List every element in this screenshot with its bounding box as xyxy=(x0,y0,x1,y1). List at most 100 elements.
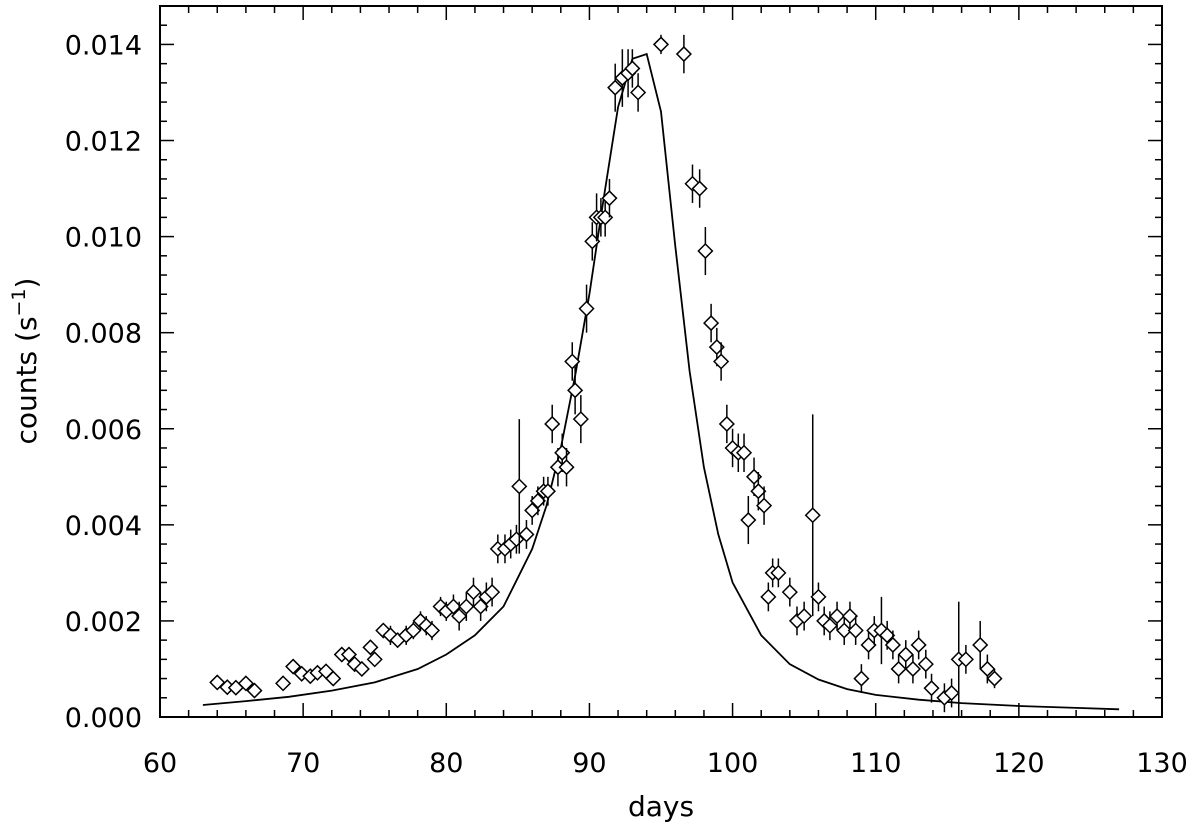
diamond-marker xyxy=(691,180,708,197)
diamond-marker xyxy=(675,45,692,63)
tick-labels: 60 70 80 90 100 110 120 130 0.000 0.002 0.004 0.006… xyxy=(65,30,1188,779)
diamond-marker xyxy=(703,315,720,332)
data-point xyxy=(836,616,853,645)
diamond-marker xyxy=(572,411,589,428)
diamond-marker xyxy=(986,670,1003,687)
diamond-marker xyxy=(879,627,896,644)
data-point xyxy=(564,342,581,381)
diamond-marker xyxy=(890,660,907,678)
diamond-marker xyxy=(923,680,940,697)
diamond-marker xyxy=(511,478,528,495)
x-tick-label: 80 xyxy=(429,748,463,779)
diamond-marker xyxy=(607,79,624,96)
data-point xyxy=(578,284,595,333)
diamond-marker xyxy=(972,636,989,653)
diamond-marker xyxy=(472,598,489,615)
data-point xyxy=(366,651,383,668)
axis-ticks xyxy=(159,5,1163,718)
x-tick-label: 90 xyxy=(572,748,606,779)
data-point xyxy=(511,419,528,554)
data-point xyxy=(756,486,773,525)
diamond-marker xyxy=(275,675,292,692)
diamond-marker xyxy=(484,584,501,601)
data-point xyxy=(718,404,735,444)
diamond-marker xyxy=(740,511,757,529)
data-point xyxy=(860,630,877,660)
diamond-marker xyxy=(539,483,556,500)
diamond-marker xyxy=(910,636,927,653)
diamond-marker xyxy=(544,415,561,433)
data-point xyxy=(652,34,670,55)
diamond-marker xyxy=(340,646,358,663)
x-tick-label: 110 xyxy=(850,748,902,779)
diamond-marker xyxy=(209,674,226,691)
data-point xyxy=(841,601,859,631)
x-tick-label: 100 xyxy=(707,748,759,779)
diamond-marker xyxy=(578,300,595,317)
x-axis-label: days xyxy=(628,790,694,823)
data-point xyxy=(770,558,787,588)
data-point xyxy=(847,616,864,645)
data-point xyxy=(601,178,618,218)
y-tick-label: 0.014 xyxy=(65,30,142,61)
data-point xyxy=(957,644,974,674)
data-point xyxy=(890,654,907,684)
diamond-marker xyxy=(884,636,901,653)
y-axis-label-end: ) xyxy=(10,278,43,289)
diamond-marker xyxy=(558,459,575,476)
diamond-marker xyxy=(804,507,821,524)
data-point xyxy=(465,577,482,607)
diamond-marker xyxy=(860,636,877,653)
diamond-marker xyxy=(897,646,914,663)
diamond-marker xyxy=(529,492,546,509)
data-point xyxy=(904,654,921,684)
diamond-marker xyxy=(756,497,773,514)
diamond-marker xyxy=(770,564,787,581)
diamond-marker xyxy=(524,502,541,519)
data-point xyxy=(630,73,647,112)
diamond-marker xyxy=(853,670,870,687)
diamond-marker xyxy=(713,353,730,370)
diamond-marker xyxy=(445,598,462,615)
diamond-marker xyxy=(630,84,647,101)
data-point xyxy=(804,414,821,617)
diamond-marker xyxy=(353,660,370,678)
diamond-marker xyxy=(601,190,618,207)
diamond-marker xyxy=(847,622,864,639)
model-curve xyxy=(202,52,1120,711)
diamond-marker xyxy=(836,622,853,639)
data-points-layer xyxy=(209,34,1003,717)
diamond-marker xyxy=(810,588,827,605)
data-point xyxy=(691,169,708,208)
data-point xyxy=(209,674,226,691)
data-point xyxy=(572,395,589,444)
data-point xyxy=(675,34,692,74)
data-point xyxy=(558,447,575,487)
y-tick-label: 0.008 xyxy=(65,319,142,350)
diamond-marker xyxy=(841,608,859,625)
data-point xyxy=(567,366,584,415)
data-point xyxy=(275,675,292,692)
diamond-marker xyxy=(285,658,302,675)
diamond-marker xyxy=(697,242,714,260)
data-point xyxy=(810,582,827,612)
diamond-marker xyxy=(405,622,422,639)
model-curve-layer xyxy=(202,52,1120,711)
diamond-marker xyxy=(796,608,813,625)
data-point xyxy=(539,476,556,506)
y-tick-label: 0.012 xyxy=(65,127,142,158)
diamond-marker xyxy=(564,353,581,370)
data-point xyxy=(353,660,370,678)
diamond-marker xyxy=(362,639,379,656)
y-tick-label: 0.004 xyxy=(65,511,142,542)
data-point xyxy=(781,577,798,607)
diamond-marker xyxy=(652,36,670,53)
data-point xyxy=(760,582,777,612)
data-point xyxy=(484,577,501,607)
data-point xyxy=(829,601,846,631)
data-point xyxy=(423,620,441,641)
diamond-marker xyxy=(624,60,641,77)
data-point xyxy=(917,649,934,679)
diamond-marker xyxy=(451,608,468,625)
